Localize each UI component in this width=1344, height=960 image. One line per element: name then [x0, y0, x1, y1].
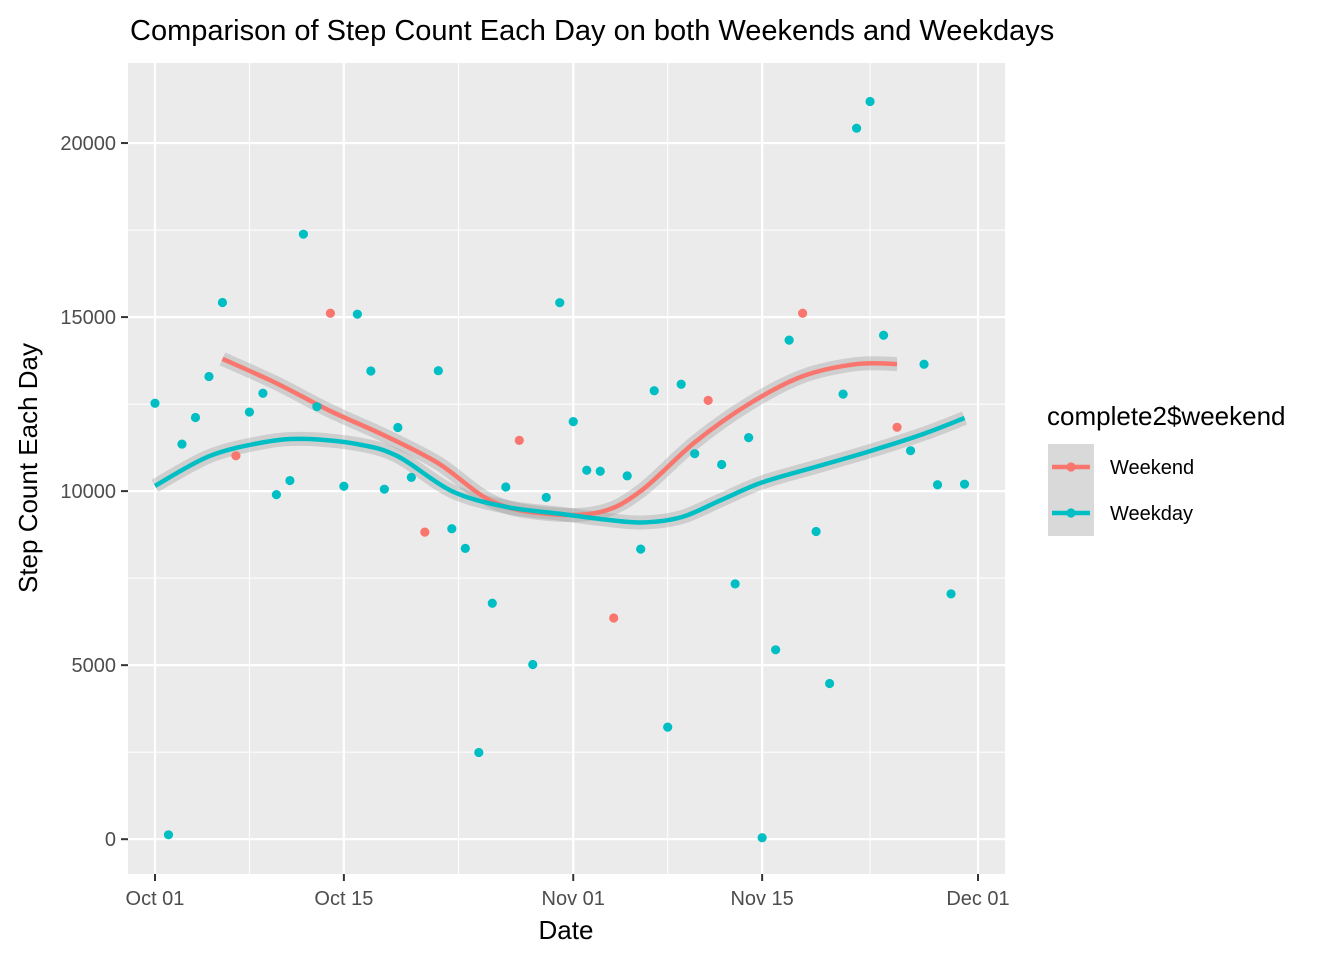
point-weekday	[150, 398, 160, 408]
point-weekday	[433, 366, 443, 376]
point-weekday	[730, 579, 740, 589]
point-weekend	[703, 395, 713, 405]
point-weekday	[379, 484, 389, 494]
x-tick-label: Nov 15	[730, 888, 793, 910]
minor-gridlines	[128, 63, 1005, 874]
point-weekend	[798, 308, 808, 318]
point-weekday	[366, 366, 376, 376]
point-weekday	[878, 330, 889, 340]
point-weekday	[258, 388, 268, 398]
point-weekday	[568, 417, 578, 427]
point-weekday	[474, 747, 484, 758]
point-weekday	[555, 298, 565, 308]
legend-key-point-weekend	[1066, 462, 1076, 472]
point-weekday	[690, 449, 700, 459]
data-points	[150, 96, 970, 843]
legend-key-point-weekday	[1066, 508, 1076, 518]
x-tick-label: Nov 01	[542, 888, 605, 910]
point-weekday	[932, 480, 943, 490]
point-weekday	[649, 386, 659, 396]
x-tick-label: Dec 01	[946, 888, 1009, 910]
point-weekday	[784, 335, 794, 345]
point-weekday	[946, 589, 956, 599]
legend-label-weekday: Weekday	[1110, 503, 1193, 525]
point-weekend	[892, 422, 902, 432]
plot-panel	[128, 63, 1005, 874]
point-weekday	[717, 459, 727, 470]
point-weekend	[231, 451, 241, 461]
point-weekday	[905, 446, 916, 456]
point-weekend	[325, 308, 335, 318]
point-weekday	[959, 479, 970, 489]
point-weekday	[177, 439, 187, 449]
point-weekday	[406, 472, 416, 482]
point-weekday	[447, 524, 457, 534]
point-weekday	[298, 229, 308, 239]
point-weekday	[595, 466, 605, 476]
point-weekday	[271, 490, 282, 500]
point-weekend	[420, 527, 430, 537]
point-weekday	[352, 309, 362, 319]
y-axis-title: Step Count Each Day	[13, 343, 43, 593]
point-weekday	[285, 475, 295, 486]
legend: complete2$weekend Weekend Weekday	[1047, 401, 1286, 536]
point-weekday	[541, 492, 551, 503]
x-tick-label: Oct 15	[314, 888, 373, 910]
smooth-lines	[153, 356, 966, 525]
chart-title: Comparison of Step Count Each Day on bot…	[130, 15, 1054, 47]
point-weekday	[838, 389, 848, 399]
point-weekday	[676, 379, 686, 389]
point-weekday	[163, 830, 174, 840]
point-weekday	[663, 722, 673, 732]
point-weekday	[622, 471, 632, 481]
point-weekday	[460, 543, 470, 553]
point-weekday	[244, 407, 255, 417]
x-axis-title: Date	[539, 915, 594, 945]
point-weekday	[487, 598, 497, 608]
y-tick-label: 10000	[60, 481, 116, 503]
point-weekday	[393, 422, 403, 433]
point-weekday	[204, 371, 214, 382]
point-weekday	[582, 465, 592, 475]
x-tick-label: Oct 01	[126, 888, 185, 910]
smooth-line-weekday	[153, 415, 966, 525]
point-weekday	[771, 645, 781, 655]
point-weekend	[609, 613, 619, 623]
point-weekday	[811, 526, 821, 537]
point-weekday	[636, 544, 646, 554]
point-weekday	[851, 123, 862, 133]
point-weekday	[312, 402, 322, 412]
x-axis-ticks: Oct 01 Oct 15 Nov 01 Nov 15 Dec 01	[126, 874, 1010, 910]
point-weekday	[757, 833, 767, 843]
major-gridlines	[128, 63, 1005, 874]
point-weekday	[919, 359, 929, 369]
y-tick-label: 5000	[72, 655, 117, 677]
y-axis-ticks: 0 5000 10000 15000 20000	[60, 133, 128, 851]
y-tick-label: 0	[105, 829, 116, 851]
point-weekend	[514, 435, 524, 445]
point-weekday	[865, 96, 875, 107]
point-weekday	[528, 659, 538, 670]
point-weekday	[501, 482, 511, 492]
legend-title: complete2$weekend	[1047, 401, 1286, 431]
point-weekday	[190, 412, 201, 423]
point-weekday	[825, 678, 835, 689]
legend-label-weekend: Weekend	[1110, 457, 1194, 479]
point-weekday	[744, 432, 754, 443]
y-tick-label: 20000	[60, 133, 116, 155]
y-tick-label: 15000	[60, 307, 116, 329]
point-weekday	[339, 481, 349, 491]
point-weekday	[217, 297, 228, 308]
